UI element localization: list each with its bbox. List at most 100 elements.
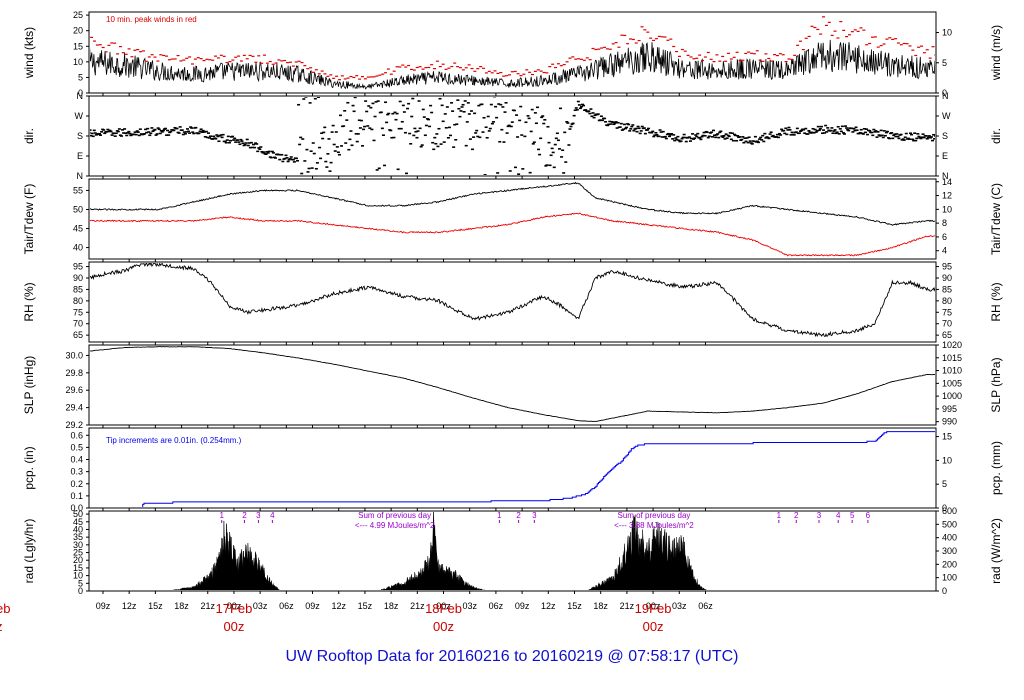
rad-marker-label: 1 — [497, 511, 502, 520]
y-label-left: rad (Lgly/hr) — [22, 519, 36, 584]
y-tick-label-left: 15 — [73, 563, 83, 573]
series-line-slp — [90, 346, 935, 422]
data-group — [90, 97, 935, 175]
data-group — [142, 431, 935, 507]
y-label-right: RH (%) — [989, 282, 1003, 321]
panel-frame — [88, 261, 937, 343]
x-tick-label: 00z — [646, 601, 661, 611]
y-tick-label-left: 29.8 — [65, 368, 83, 378]
x-tick-label: 00z — [227, 601, 242, 611]
y-label-right: rad (W/m^2) — [989, 518, 1003, 584]
y-label-left: pcp. (in) — [22, 446, 36, 489]
rad-sum-label: Sum of previous day — [617, 511, 690, 520]
x-date-label: 18Feb — [425, 601, 462, 616]
y-tick-label-right: 90 — [942, 273, 952, 283]
y-tick-label-left: 0.5 — [70, 442, 83, 452]
y-tick-label-left: 5 — [78, 578, 83, 588]
y-tick-label-right: 10 — [942, 455, 952, 465]
x-date-time-label: 00z — [223, 619, 244, 634]
y-tick-label-left: 29.4 — [65, 403, 83, 413]
rad-sum-value: <--- 4.99 MJoules/m^2 — [355, 521, 435, 530]
y-tick-label-right: 1000 — [942, 391, 962, 401]
y-tick-label-left: 5 — [78, 72, 83, 82]
y-label-left: wind (kts) — [22, 27, 36, 79]
y-tick-label-left: 0.0 — [70, 503, 83, 513]
y-tick-label-left: 40 — [73, 243, 83, 253]
rad-sum-value: <--- 3.88 MJoules/m^2 — [614, 521, 694, 530]
y-tick-label-left: S — [77, 131, 83, 141]
precip-line — [142, 431, 935, 507]
y-tick-label-right: 95 — [942, 262, 952, 272]
y-tick-label-left: N — [77, 91, 84, 101]
y-tick-label-left: 20 — [73, 555, 83, 565]
y-tick-label-left: N — [77, 171, 84, 181]
y-tick-label-left: 50 — [73, 204, 83, 214]
y-tick-label-right: S — [942, 131, 948, 141]
y-tick-label-right: 995 — [942, 404, 957, 414]
x-tick-label: 00z — [436, 601, 451, 611]
y-tick-label-right: 65 — [942, 330, 952, 340]
rad-marker-label: 3 — [817, 511, 822, 520]
y-tick-label-right: 14 — [942, 177, 952, 187]
rad-marker-label: 4 — [836, 511, 841, 520]
y-tick-label-right: 6 — [942, 232, 947, 242]
data-group — [90, 263, 935, 338]
x-tick-label: 18z — [384, 601, 399, 611]
y-label-right: pcp. (mm) — [989, 441, 1003, 495]
y-tick-label-left: 0.6 — [70, 430, 83, 440]
x-tick-label: 18z — [174, 601, 189, 611]
y-label-right: dir. — [989, 128, 1003, 144]
x-tick-label: 15z — [358, 601, 373, 611]
y-tick-label-left: 30.0 — [65, 350, 83, 360]
x-date-time-label: 00z — [433, 619, 454, 634]
y-tick-label-right: 70 — [942, 319, 952, 329]
y-tick-label-right: 10 — [942, 204, 952, 214]
y-tick-label-left: 29.6 — [65, 385, 83, 395]
x-tick-label: 18z — [593, 601, 608, 611]
panel-frame — [88, 95, 937, 177]
rad-sum-label: Sum of previous day — [358, 511, 431, 520]
y-tick-label-right: 0 — [942, 88, 947, 98]
y-tick-label-left: 45 — [73, 224, 83, 234]
y-tick-label-right: 85 — [942, 284, 952, 294]
x-tick-label: 06z — [698, 601, 713, 611]
rad-marker-label: 3 — [532, 511, 537, 520]
panel-frame — [88, 344, 937, 426]
panel-frame — [88, 427, 937, 509]
y-tick-label-right: N — [942, 91, 949, 101]
y-tick-label-right: 5 — [942, 58, 947, 68]
rad-marker-label: 1 — [777, 511, 782, 520]
y-tick-label-right: 8 — [942, 218, 947, 228]
data-group — [90, 181, 935, 257]
y-tick-label-right: 80 — [942, 296, 952, 306]
chart-title: UW Rooftop Data for 20160216 to 20160219… — [285, 648, 739, 665]
series-line-tair — [90, 181, 935, 226]
y-tick-label-left: 0.1 — [70, 491, 83, 501]
y-tick-label-right: 990 — [942, 417, 957, 427]
x-tick-label: 21z — [200, 601, 215, 611]
x-tick-label: 03z — [672, 601, 687, 611]
y-label-left: Tair/Tdew (F) — [22, 184, 36, 255]
y-tick-label-left: 95 — [73, 262, 83, 272]
y-tick-label-right: 15 — [942, 432, 952, 442]
y-tick-label-right: 100 — [942, 573, 957, 583]
x-tick-label: 15z — [148, 601, 163, 611]
data-group — [172, 512, 708, 590]
y-label-left: dir. — [22, 128, 36, 144]
radiation-area — [172, 512, 708, 590]
data-group — [90, 346, 935, 422]
y-tick-label-left: 75 — [73, 307, 83, 317]
panel-pcp: pcp. (in) pcp. (mm) 0.0 0.1 0.2 0.3 0.4 0.5 0.6 0… — [22, 427, 1003, 513]
y-tick-label-right: 1005 — [942, 378, 962, 388]
y-tick-label-right: 4 — [942, 246, 947, 256]
panel-frame — [88, 178, 937, 260]
y-tick-label-left: 20 — [73, 26, 83, 36]
y-tick-label-right: 300 — [942, 546, 957, 556]
y-tick-label-right: 1010 — [942, 366, 962, 376]
y-tick-label-left: 40 — [73, 524, 83, 534]
x-tick-label: 12z — [541, 601, 556, 611]
y-tick-label-left: 10 — [73, 571, 83, 581]
y-tick-label-right: 0 — [942, 503, 947, 513]
